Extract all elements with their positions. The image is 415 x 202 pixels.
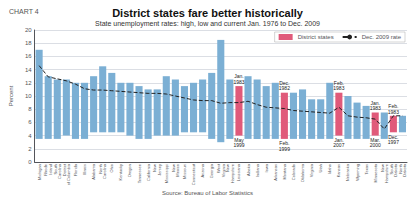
svg-text:North: North bbox=[98, 164, 103, 174]
svg-text:Percent: Percent bbox=[8, 85, 14, 106]
svg-text:Alabama: Alabama bbox=[91, 163, 96, 180]
svg-text:Dakota: Dakota bbox=[393, 164, 399, 177]
svg-text:New: New bbox=[170, 164, 176, 172]
svg-text:18: 18 bbox=[25, 40, 32, 46]
svg-text:1997: 1997 bbox=[388, 139, 399, 145]
svg-text:South: South bbox=[388, 164, 394, 175]
svg-text:Island: Island bbox=[47, 164, 53, 175]
svg-text:of Columbia: of Columbia bbox=[66, 163, 71, 185]
svg-text:Feb.: Feb. bbox=[388, 103, 399, 110]
svg-text:2000: 2000 bbox=[370, 142, 381, 148]
svg-text:1999: 1999 bbox=[233, 142, 244, 148]
svg-text:Montana: Montana bbox=[282, 163, 287, 179]
svg-text:Missouri: Missouri bbox=[182, 164, 187, 179]
svg-text:Indiana: Indiana bbox=[255, 163, 260, 177]
svg-text:1983: 1983 bbox=[233, 79, 244, 85]
svg-text:Georgia: Georgia bbox=[209, 163, 214, 178]
svg-text:CHART 4: CHART 4 bbox=[9, 8, 39, 15]
svg-text:8: 8 bbox=[28, 106, 32, 112]
svg-text:2: 2 bbox=[28, 146, 32, 152]
svg-text:Idaho: Idaho bbox=[327, 163, 332, 174]
svg-text:Oklahoma: Oklahoma bbox=[300, 163, 305, 182]
svg-text:20: 20 bbox=[25, 27, 32, 33]
svg-text:Illinois: Illinois bbox=[82, 164, 87, 175]
svg-text:Dakota: Dakota bbox=[402, 163, 407, 176]
svg-text:Virginia: Virginia bbox=[220, 164, 226, 178]
svg-text:Hampshire: Hampshire bbox=[384, 164, 389, 184]
svg-text:Mar.: Mar. bbox=[370, 136, 381, 143]
svg-text:Hampshire: Hampshire bbox=[230, 163, 235, 183]
svg-text:Oregon: Oregon bbox=[127, 164, 132, 177]
svg-text:Carolina: Carolina bbox=[57, 164, 62, 179]
svg-text:Feb.: Feb. bbox=[279, 140, 290, 147]
svg-text:Kentucky: Kentucky bbox=[118, 164, 123, 180]
svg-text:Jan.: Jan. bbox=[370, 99, 380, 106]
svg-text:Louisiana: Louisiana bbox=[236, 163, 241, 181]
svg-text:Alaska: Alaska bbox=[246, 163, 251, 176]
svg-text:6: 6 bbox=[28, 119, 32, 125]
svg-text:Jersey: Jersey bbox=[157, 164, 162, 176]
svg-text:Arkansas: Arkansas bbox=[273, 164, 278, 181]
svg-text:Nebraska: Nebraska bbox=[345, 163, 350, 181]
svg-text:4: 4 bbox=[28, 133, 32, 139]
svg-text:1999: 1999 bbox=[279, 146, 290, 152]
svg-text:Dec.: Dec. bbox=[388, 133, 399, 140]
svg-text:Utah: Utah bbox=[318, 164, 323, 172]
svg-text:Source: Bureau of Labor Statis: Source: Bureau of Labor Statistics bbox=[162, 190, 253, 196]
svg-text:California: California bbox=[146, 163, 151, 181]
svg-text:May: May bbox=[234, 136, 244, 143]
svg-text:Florida: Florida bbox=[73, 163, 78, 176]
svg-text:Arizona: Arizona bbox=[200, 163, 205, 177]
svg-text:Feb.: Feb. bbox=[333, 79, 344, 86]
svg-text:New: New bbox=[379, 164, 385, 172]
svg-text:New: New bbox=[152, 164, 158, 172]
svg-text:1982: 1982 bbox=[279, 85, 290, 91]
svg-text:Texas: Texas bbox=[364, 164, 369, 174]
svg-text:District: District bbox=[61, 164, 67, 177]
svg-text:Mississippi: Mississippi bbox=[164, 164, 169, 183]
svg-text:1983: 1983 bbox=[388, 109, 399, 115]
svg-text:District states: District states bbox=[298, 34, 334, 40]
svg-text:Colorado: Colorado bbox=[291, 163, 296, 180]
svg-text:10: 10 bbox=[25, 93, 32, 99]
svg-text:South: South bbox=[52, 164, 58, 175]
svg-text:Michigan: Michigan bbox=[37, 164, 42, 180]
svg-text:Jan.: Jan. bbox=[334, 136, 344, 143]
svg-text:Dec.: Dec. bbox=[279, 79, 290, 86]
svg-text:Mexico: Mexico bbox=[175, 163, 180, 176]
svg-text:16: 16 bbox=[25, 53, 32, 59]
svg-text:Rhode: Rhode bbox=[43, 164, 49, 176]
svg-text:Iowa: Iowa bbox=[264, 163, 269, 172]
svg-text:Ohio: Ohio bbox=[109, 163, 114, 172]
svg-text:1983: 1983 bbox=[333, 85, 344, 91]
svg-text:1983: 1983 bbox=[370, 105, 381, 111]
svg-text:Minnesota: Minnesota bbox=[373, 163, 378, 182]
svg-text:Tennessee: Tennessee bbox=[137, 163, 142, 183]
svg-text:Jan.: Jan. bbox=[234, 73, 244, 80]
svg-text:Kansas: Kansas bbox=[336, 164, 341, 177]
svg-text:Carolina: Carolina bbox=[102, 163, 107, 179]
svg-text:2007: 2007 bbox=[333, 142, 344, 148]
svg-text:District states fare better hi: District states fare better historically bbox=[112, 7, 304, 19]
svg-text:Wyoming: Wyoming bbox=[355, 164, 360, 181]
svg-text:0: 0 bbox=[28, 159, 32, 165]
svg-text:Virginia: Virginia bbox=[309, 163, 314, 177]
svg-text:State unemployment rates: high: State unemployment rates: high, low and … bbox=[95, 20, 320, 28]
svg-text:14: 14 bbox=[25, 67, 32, 73]
svg-text:West: West bbox=[216, 164, 221, 173]
svg-text:Connecticut: Connecticut bbox=[191, 163, 196, 185]
svg-text:North: North bbox=[397, 164, 403, 174]
svg-text:Dec. 2009 rate: Dec. 2009 rate bbox=[362, 34, 402, 40]
svg-text:New: New bbox=[225, 164, 231, 172]
svg-text:12: 12 bbox=[25, 80, 32, 86]
